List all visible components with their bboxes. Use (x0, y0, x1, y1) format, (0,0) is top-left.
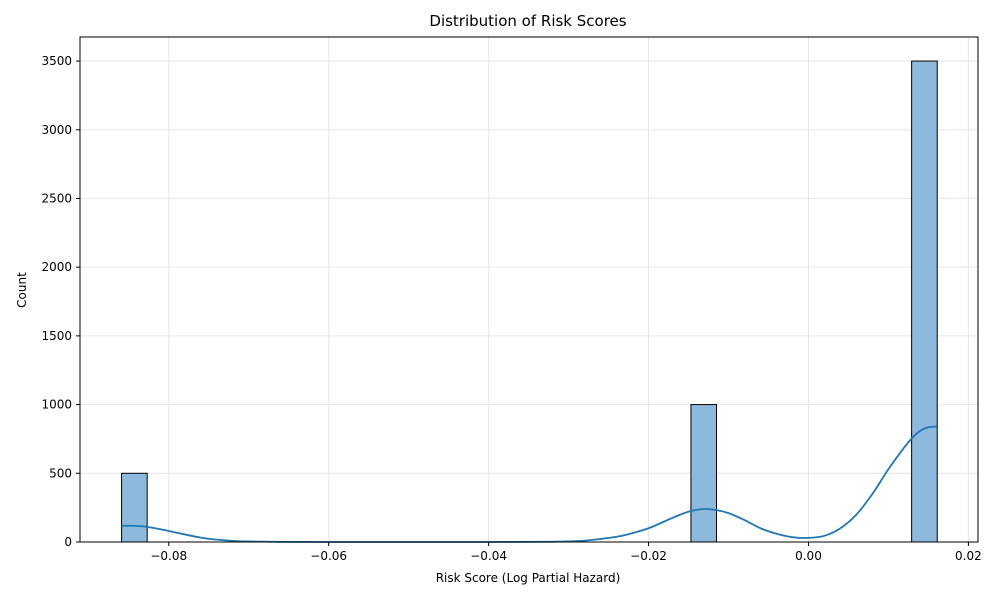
x-tick-label: −0.08 (150, 549, 187, 563)
x-tick-label: −0.02 (630, 549, 667, 563)
y-tick-label: 2000 (41, 260, 72, 274)
kde-curve-group (121, 425, 937, 543)
y-tick-label: 3500 (41, 54, 72, 68)
y-tick-label: 3000 (41, 123, 72, 137)
histogram-bar (121, 472, 148, 543)
x-axis-ticks: −0.08 −0.06 −0.04 −0.02 0.00 0.02 (150, 542, 982, 563)
y-tick-label: 500 (49, 466, 72, 480)
x-tick-label: 0.02 (955, 549, 982, 563)
histogram-bar (690, 404, 718, 543)
y-tick-label: 0 (64, 535, 72, 549)
y-axis-title: Count (15, 272, 29, 308)
histogram-bars (121, 60, 938, 543)
y-axis-ticks: 0 500 1000 1500 2000 2500 3000 3500 (41, 54, 80, 549)
y-tick-label: 1000 (41, 398, 72, 412)
grid-lines (80, 37, 978, 543)
x-tick-label: 0.00 (795, 549, 822, 563)
x-tick-label: −0.04 (470, 549, 507, 563)
axes-frame (79, 36, 979, 543)
y-tick-label: 1500 (41, 329, 72, 343)
chart-title: Distribution of Risk Scores (429, 12, 626, 30)
x-axis-title: Risk Score (Log Partial Hazard) (436, 571, 621, 585)
x-tick-label: −0.06 (310, 549, 347, 563)
y-tick-label: 2500 (41, 191, 72, 205)
kde-curve (121, 425, 937, 543)
histogram-bar (911, 60, 938, 543)
